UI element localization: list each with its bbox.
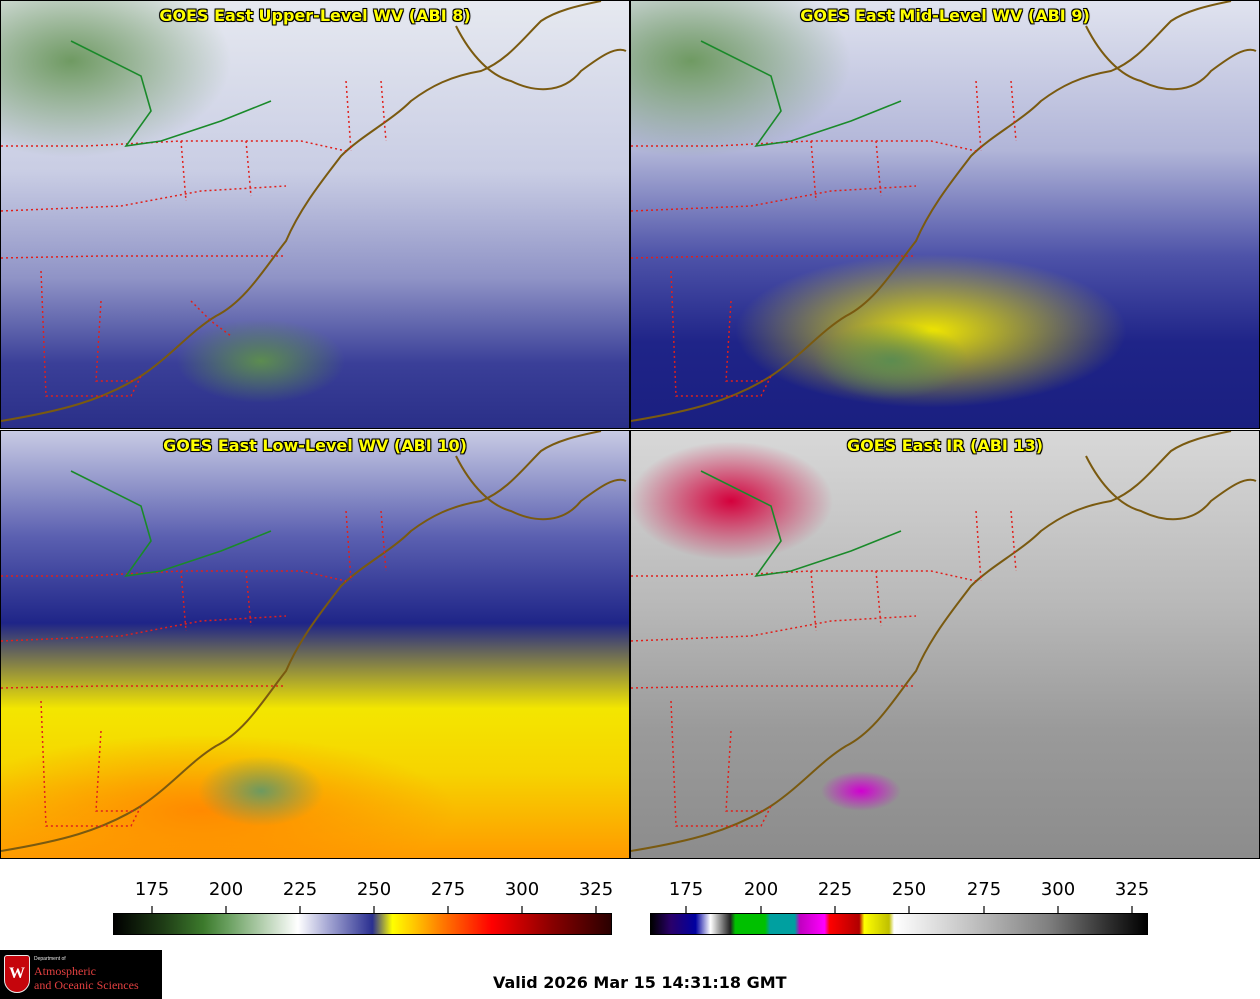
- tick-marks: [151, 906, 597, 913]
- tick-marks: [685, 906, 1133, 913]
- panel-title: GOES East Low-Level WV (ABI 10): [163, 436, 467, 455]
- tick-label: 325: [1114, 879, 1150, 900]
- panel-ir: GOES East IR (ABI 13): [630, 430, 1260, 859]
- ir-colorbar: 175 200 225 250 275 300 325: [650, 875, 1150, 940]
- tick-label: 325: [578, 879, 614, 900]
- tick-label: 225: [282, 879, 318, 900]
- map-overlay: [1, 431, 627, 852]
- logo-line1: Atmospheric: [34, 964, 96, 978]
- panel-low-level-wv: GOES East Low-Level WV (ABI 10): [0, 430, 630, 859]
- panel-mid-level-wv: GOES East Mid-Level WV (ABI 9): [630, 0, 1260, 429]
- tick-label: 225: [817, 879, 853, 900]
- logo-dept-text: Department of: [34, 956, 66, 962]
- panel-upper-level-wv: GOES East Upper-Level WV (ABI 8): [0, 0, 630, 429]
- tick-label: 275: [430, 879, 466, 900]
- aos-logo: W Department of Atmospheric and Oceanic …: [0, 950, 162, 999]
- tick-label: 175: [134, 879, 170, 900]
- tick-label: 175: [668, 879, 704, 900]
- tick-label: 200: [208, 879, 244, 900]
- map-overlay: [631, 431, 1257, 852]
- uw-crest-icon: W: [4, 955, 30, 993]
- tick-label: 300: [504, 879, 540, 900]
- wv-color-gradient: [113, 913, 612, 935]
- tick-label: 250: [356, 879, 392, 900]
- tick-label: 300: [1040, 879, 1076, 900]
- map-overlay: [1, 1, 627, 422]
- wv-colorbar: 175 200 225 250 275 300 325: [113, 875, 614, 940]
- tick-label: 275: [966, 879, 1002, 900]
- tick-label: 250: [891, 879, 927, 900]
- ir-color-gradient: [650, 913, 1148, 935]
- panel-title: GOES East Mid-Level WV (ABI 9): [800, 6, 1090, 25]
- panel-title: GOES East Upper-Level WV (ABI 8): [159, 6, 471, 25]
- panel-title: GOES East IR (ABI 13): [846, 436, 1044, 455]
- valid-time: Valid 2026 Mar 15 14:31:18 GMT: [493, 973, 787, 992]
- logo-line2: and Oceanic Sciences: [34, 978, 139, 992]
- tick-label: 200: [743, 879, 779, 900]
- map-overlay: [631, 1, 1257, 422]
